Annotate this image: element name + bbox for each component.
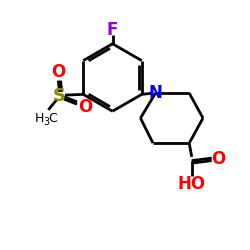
Text: 3: 3 xyxy=(43,117,49,127)
Text: O: O xyxy=(78,98,93,116)
Text: C: C xyxy=(48,112,57,125)
Text: H: H xyxy=(35,112,44,125)
Text: N: N xyxy=(148,84,162,102)
Text: HO: HO xyxy=(178,176,206,194)
Text: S: S xyxy=(53,86,66,104)
Text: O: O xyxy=(51,63,66,81)
Text: F: F xyxy=(107,21,118,39)
Text: O: O xyxy=(211,150,226,169)
